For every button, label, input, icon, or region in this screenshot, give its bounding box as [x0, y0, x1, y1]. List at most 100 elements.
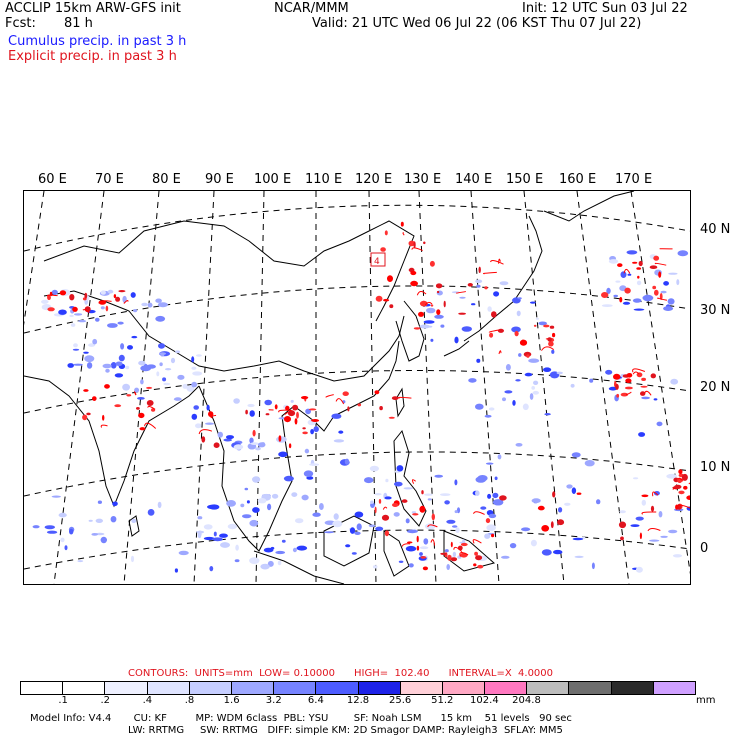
cumulus-precip-patch: [677, 250, 689, 257]
cumulus-precip-patch: [419, 546, 429, 550]
explicit-precip-patch: [412, 513, 419, 516]
cumulus-precip-patch: [304, 448, 310, 454]
explicit-precip-patch: [84, 292, 88, 299]
cumulus-precip-patch: [313, 426, 319, 433]
explicit-precip-patch: [92, 396, 97, 401]
cumulus-precip-patch: [223, 438, 232, 442]
explicit-contour: [625, 391, 632, 396]
explicit-contour: [427, 524, 438, 528]
cumulus-precip-patch: [641, 499, 646, 506]
contour-label: 4: [374, 257, 380, 267]
cumulus-precip-patch: [446, 519, 456, 524]
cumulus-precip-patch: [405, 518, 410, 524]
explicit-precip-patch: [379, 406, 383, 411]
lon-label: 160 E: [559, 172, 597, 187]
explicit-contour: [488, 329, 500, 333]
cumulus-precip-patch: [660, 290, 667, 294]
cumulus-precip-patch: [191, 356, 195, 363]
cumulus-precip-patch: [290, 399, 294, 403]
explicit-contour: [416, 291, 427, 296]
cumulus-precip-patch: [484, 533, 491, 539]
cumulus-precip-patch: [155, 298, 162, 303]
cumulus-precip-patch: [427, 498, 432, 501]
cumulus-precip-patch: [658, 511, 663, 518]
cumulus-precip-patch: [538, 321, 547, 326]
cumulus-precip-patch: [406, 529, 418, 534]
cumulus-precip-patch: [430, 338, 434, 342]
explicit-precip-patch: [201, 436, 206, 443]
explicit-precip-patch: [474, 551, 478, 556]
cumulus-precip-patch: [86, 362, 93, 369]
explicit-precip-patch: [413, 327, 421, 330]
explicit-precip-patch: [136, 407, 140, 410]
cumulus-precip-patch: [84, 355, 95, 363]
cumulus-precip-patch: [543, 367, 552, 372]
explicit-precip-patch: [401, 499, 408, 503]
cumulus-precip-patch: [257, 442, 266, 448]
lon-label: 120 E: [355, 172, 393, 187]
explicit-contour: [632, 371, 640, 375]
cumulus-precip-patch: [165, 368, 172, 371]
explicit-precip-patch: [146, 386, 153, 389]
explicit-precip-patch: [408, 240, 415, 247]
cumulus-precip-patch: [354, 531, 361, 535]
cumulus-precip-patch: [670, 378, 679, 385]
cumulus-precip-patch: [226, 500, 237, 507]
explicit-precip-patch: [601, 292, 609, 298]
cumulus-precip-patch: [502, 397, 506, 402]
explicit-precip-patch: [548, 341, 554, 347]
explicit-precip-patch: [265, 413, 270, 416]
cumulus-precip-patch: [233, 444, 244, 450]
explicit-contour: [482, 271, 497, 275]
cumulus-precip-patch: [497, 454, 502, 460]
cumulus-precip-patch: [487, 306, 492, 312]
cumulus-precip-patch: [619, 510, 626, 514]
cumulus-precip-patch: [175, 350, 181, 353]
cumulus-precip-patch: [95, 317, 100, 322]
cumulus-precip-patch: [660, 535, 668, 538]
explicit-precip-patch: [387, 275, 393, 282]
explicit-precip-patch: [519, 339, 528, 346]
explicit-precip-patch: [450, 557, 458, 562]
explicit-contour: [677, 504, 690, 509]
cumulus-precip-patch: [83, 351, 89, 354]
cumulus-precip-patch: [275, 550, 286, 555]
cumulus-precip-patch: [635, 566, 643, 573]
cumulus-precip-patch: [668, 529, 678, 534]
explicit-precip-patch: [632, 261, 638, 264]
cumulus-precip-patch: [312, 512, 321, 517]
cumulus-precip-patch: [553, 549, 563, 555]
cumulus-precip-patch: [46, 530, 58, 534]
explicit-precip-patch: [477, 564, 484, 569]
cumulus-precip-patch: [405, 545, 417, 552]
cumulus-precip-patch: [159, 362, 163, 367]
cumulus-precip-patch: [642, 294, 654, 302]
cumulus-precip-patch: [517, 297, 522, 300]
colorbar-label: 1.6: [223, 695, 240, 706]
cumulus-precip-patch: [130, 555, 135, 563]
cumulus-precip-patch: [249, 557, 260, 564]
cumulus-precip-patch: [454, 510, 458, 514]
cumulus-precip-patch: [615, 280, 621, 283]
explicit-precip-patch: [616, 393, 620, 398]
cumulus-precip-patch: [242, 514, 252, 519]
explicit-precip-patch: [638, 260, 643, 267]
explicit-precip-patch: [533, 324, 537, 327]
explicit-precip-patch: [654, 289, 659, 296]
explicit-precip-patch: [384, 230, 388, 236]
explicit-precip-patch: [450, 541, 453, 548]
cumulus-precip-patch: [511, 326, 521, 333]
explicit-precip-patch: [374, 506, 377, 514]
explicit-contour: [657, 297, 668, 301]
explicit-precip-patch: [400, 221, 404, 227]
cumulus-precip-patch: [589, 378, 594, 383]
explicit-precip-patch: [641, 377, 646, 381]
explicit-precip-patch: [115, 296, 121, 302]
cumulus-precip-patch: [292, 547, 297, 553]
explicit-contour: [398, 396, 412, 399]
cumulus-precip-patch: [127, 345, 133, 350]
cumulus-precip-patch: [375, 526, 384, 531]
cumulus-precip-patch: [635, 516, 644, 521]
cumulus-precip-patch: [267, 503, 272, 511]
explicit-precip-patch: [375, 295, 383, 302]
